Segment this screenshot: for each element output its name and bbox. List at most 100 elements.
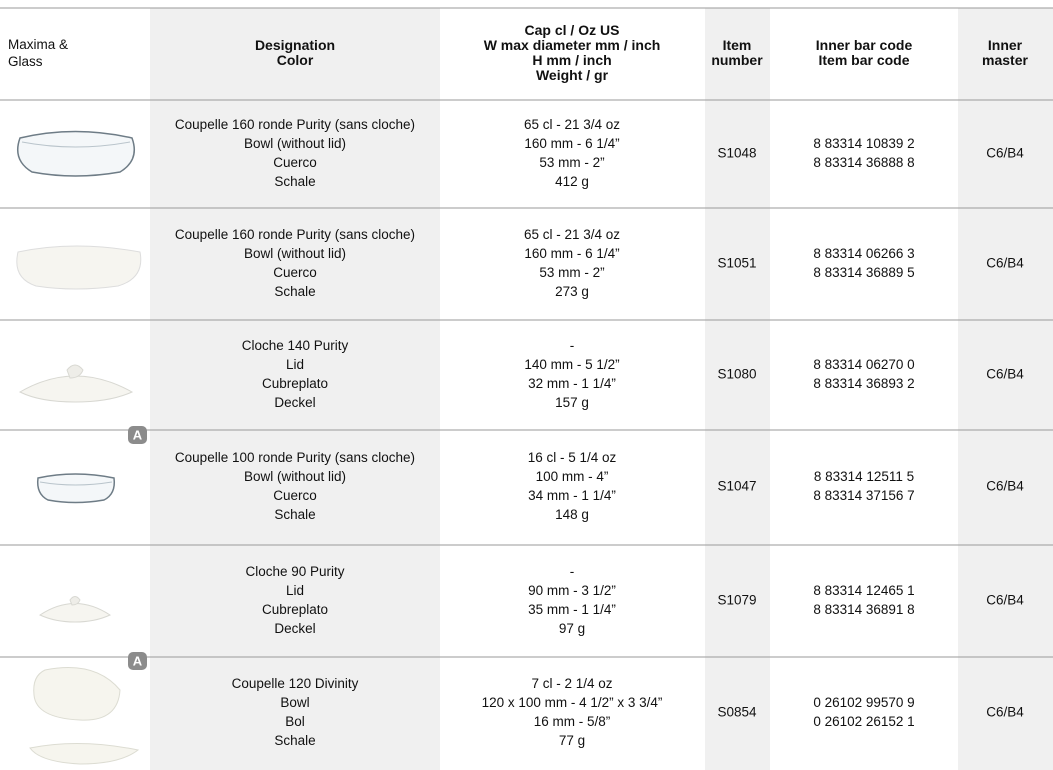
designation-line: Cubreplato (262, 602, 328, 617)
item-number: S1047 (717, 479, 756, 494)
designation: Cloche 90 Purity Lid Cubreplato Deckel (245, 564, 344, 636)
bar-codes-line: 8 83314 36888 8 (813, 155, 914, 170)
specs-line: 100 mm - 4” (536, 469, 609, 484)
item-number: S1079 (717, 593, 756, 608)
badge-box (128, 426, 147, 444)
specs-line: - (570, 564, 575, 579)
designation-line: Cuerco (273, 155, 317, 170)
header-inner-master: Inner master (982, 37, 1028, 68)
header-designation-line: Color (277, 52, 314, 68)
designation-line: Bowl (without lid) (244, 136, 346, 151)
header-bar-code-line: Item bar code (818, 52, 909, 68)
specs: 65 cl - 21 3/4 oz 160 mm - 6 1/4” 53 mm - … (524, 117, 620, 189)
bar-codes: 8 83314 06266 3 8 83314 36889 5 (813, 246, 914, 280)
specs: - 140 mm - 5 1/2” 32 mm - 1 1/4” 157 g (524, 338, 619, 410)
specs-line: 16 cl - 5 1/4 oz (528, 450, 617, 465)
specs-line: 34 mm - 1 1/4” (528, 488, 616, 503)
designation: Coupelle 160 ronde Purity (sans cloche) B… (175, 117, 415, 189)
header-item-number-line: Item (723, 37, 752, 53)
header-product-line: Maxima & (8, 37, 68, 52)
item-number-line: S0854 (717, 705, 757, 720)
designation-line: Cuerco (273, 265, 317, 280)
designation-line: Bowl (without lid) (244, 246, 346, 261)
bar-codes-line: 0 26102 26152 1 (813, 714, 914, 729)
designation-line: Schale (274, 733, 315, 748)
designation-line: Schale (274, 174, 315, 189)
item-number: S1048 (717, 146, 756, 161)
header-bar-code: Inner bar code Item bar code (816, 37, 913, 68)
inner-master-line: C6/B4 (986, 146, 1024, 161)
inner-master: C6/B4 (986, 479, 1024, 494)
bar-codes-line: 8 83314 36893 2 (813, 376, 914, 391)
specs: 16 cl - 5 1/4 oz 100 mm - 4” 34 mm - 1 1/4… (528, 450, 617, 522)
inner-master: C6/B4 (986, 146, 1024, 161)
column-shading (150, 8, 1053, 770)
header-specs-line: Weight / gr (536, 67, 609, 83)
header-inner-master-line: master (982, 52, 1028, 68)
designation-line: Lid (286, 583, 304, 598)
specs-line: 35 mm - 1 1/4” (528, 602, 616, 617)
bar-codes-line: 0 26102 99570 9 (813, 695, 914, 710)
specs-line: 412 g (555, 174, 589, 189)
header-bar-code-line: Inner bar code (816, 37, 913, 53)
header-specs-line: W max diameter mm / inch (484, 37, 661, 53)
header-product: Maxima & Glass (8, 37, 68, 69)
specs-line: 160 mm - 6 1/4” (524, 136, 619, 151)
header-item-number-line: number (711, 52, 763, 68)
item-number-line: S1047 (717, 479, 756, 494)
specs-line: 7 cl - 2 1/4 oz (531, 676, 612, 691)
designation-line: Cloche 140 Purity (242, 338, 349, 353)
designation-line: Deckel (274, 395, 315, 410)
designation: Cloche 140 Purity Lid Cubreplato Deckel (242, 338, 349, 410)
specs-line: 120 x 100 mm - 4 1/2” x 3 3/4” (482, 695, 663, 710)
designation-line: Cuerco (273, 488, 317, 503)
designation-line: Schale (274, 284, 315, 299)
designation: Coupelle 160 ronde Purity (sans cloche) B… (175, 227, 415, 299)
item-number: S1051 (717, 256, 756, 271)
item-number-line: S1080 (717, 367, 756, 382)
bar-codes-line: 8 83314 06270 0 (813, 357, 914, 372)
header-specs: Cap cl / Oz US W max diameter mm / inch H … (484, 22, 661, 83)
header-specs-line: Cap cl / Oz US (525, 22, 620, 38)
inner-master-line: C6/B4 (986, 256, 1024, 271)
bar-codes: 0 26102 99570 9 0 26102 26152 1 (813, 695, 914, 729)
inner-master-line: C6/B4 (986, 367, 1024, 382)
designation-line: Bol (285, 714, 305, 729)
item-number-line: S1079 (717, 593, 756, 608)
inner-master: C6/B4 (986, 593, 1024, 608)
specs-line: 273 g (555, 284, 589, 299)
bar-codes-line: 8 83314 12511 5 (814, 469, 914, 484)
item-number-line: S1048 (717, 146, 756, 161)
bar-codes-line: 8 83314 06266 3 (813, 246, 914, 261)
bar-codes-line: 8 83314 36889 5 (813, 265, 914, 280)
designation-line: Coupelle 160 ronde Purity (sans cloche) (175, 227, 415, 242)
inner-master: C6/B4 (986, 367, 1024, 382)
designation: Coupelle 120 Divinity Bowl Bol Schale (232, 676, 359, 748)
product-images (16, 130, 142, 765)
header-product-line: Glass (8, 54, 43, 69)
row-lines (0, 7, 1053, 658)
designation-line: Bowl (without lid) (244, 469, 346, 484)
item-number: S1080 (717, 367, 756, 382)
specs-line: 140 mm - 5 1/2” (524, 357, 619, 372)
badge: A (133, 653, 143, 668)
specs-line: 32 mm - 1 1/4” (528, 376, 616, 391)
bar-codes-line: 8 83314 37156 7 (813, 488, 914, 503)
designation: Coupelle 100 ronde Purity (sans cloche) B… (175, 450, 415, 522)
bar-codes-line: 8 83314 10839 2 (813, 136, 914, 151)
header-specs-line: H mm / inch (532, 52, 611, 68)
designation-line: Lid (286, 357, 304, 372)
specs: 7 cl - 2 1/4 oz 120 x 100 mm - 4 1/2” x 3… (482, 676, 663, 748)
designation-line: Cubreplato (262, 376, 328, 391)
specs-line: - (570, 338, 575, 353)
bar-codes: 8 83314 10839 2 8 83314 36888 8 (813, 136, 914, 170)
bar-codes-line: 8 83314 36891 8 (813, 602, 914, 617)
header-item-number: Item number (711, 37, 763, 68)
inner-master-line: C6/B4 (986, 479, 1024, 494)
designation-line: Cloche 90 Purity (245, 564, 344, 579)
header-inner-master-line: Inner (988, 37, 1023, 53)
specs-line: 77 g (559, 733, 585, 748)
inner-master: C6/B4 (986, 705, 1024, 720)
specs: - 90 mm - 3 1/2” 35 mm - 1 1/4” 97 g (528, 564, 616, 636)
